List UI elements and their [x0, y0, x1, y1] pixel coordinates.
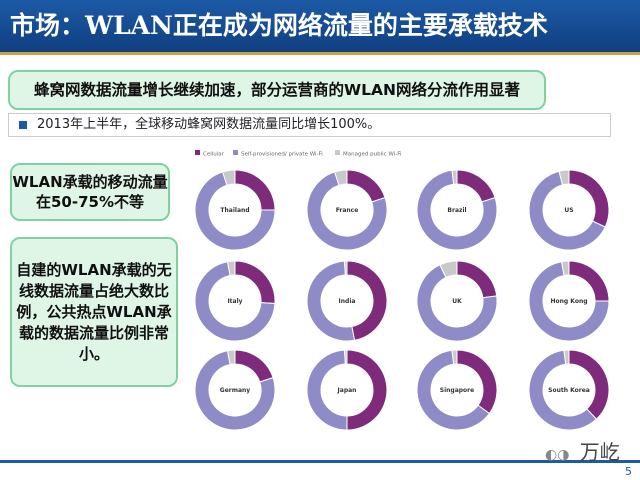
- donut-slice: [528, 170, 606, 251]
- donut-slice: [194, 171, 276, 251]
- legend-swatch: [233, 150, 238, 155]
- donut-slice: [528, 349, 598, 431]
- donut-slice: [439, 260, 458, 279]
- donut-slice: [334, 169, 348, 186]
- donut-slice: [560, 260, 570, 277]
- donut-slice: [343, 349, 348, 365]
- donut-slice: [568, 349, 610, 420]
- donut-slice: [568, 169, 610, 228]
- page-number: 5: [625, 465, 632, 478]
- donut-slice: [226, 260, 236, 277]
- logo: ◐◑ 万屹: [545, 436, 620, 465]
- donut-slice: [456, 349, 498, 415]
- country-label: Italy: [227, 298, 242, 305]
- country-label: UK: [452, 298, 462, 305]
- donut-slice: [306, 349, 348, 431]
- donut-slice: [343, 260, 348, 276]
- donut-slice: [451, 169, 458, 185]
- legend-label: Self-provisioned/ private Wi-Fi: [241, 152, 323, 158]
- donut-slice: [416, 349, 491, 431]
- donut-slice: [563, 349, 570, 365]
- legend-swatch: [335, 150, 340, 155]
- country-label: Germany: [220, 387, 251, 394]
- donut-chart-grid: Cellular Self-provisioned/ private Wi-Fi M…: [194, 150, 610, 431]
- square-bullet-icon: [19, 121, 27, 129]
- footer-divider: [0, 460, 640, 463]
- legend-swatch: [195, 150, 200, 155]
- donut-slice: [234, 169, 276, 211]
- wechat-icon: ◐◑: [545, 447, 570, 463]
- donut-slice: [306, 260, 356, 342]
- donut-slice: [194, 350, 276, 431]
- country-label: Singapore: [440, 387, 474, 394]
- note-box-1: WLAN承载的移动流量在50-75%不等: [10, 163, 170, 221]
- country-label: India: [339, 298, 356, 305]
- donut-slice: [306, 171, 388, 251]
- note-1-text: WLAN承载的移动流量在50-75%不等: [12, 173, 168, 211]
- donut-slice: [416, 264, 498, 342]
- legend-label: Managed public Wi-Fi: [343, 152, 402, 158]
- subline-box: 2013年上半年，全球移动蜂窝网数据流量同比增长100%。: [8, 113, 611, 137]
- donut-slice: [226, 349, 236, 366]
- subline-text: 2013年上半年，全球移动蜂窝网数据流量同比增长100%。: [37, 117, 381, 132]
- donut-slice: [416, 169, 498, 251]
- country-label: US: [564, 207, 573, 214]
- donut-slice: [346, 169, 386, 203]
- country-label: Japan: [337, 387, 357, 394]
- country-label: Brazil: [447, 207, 466, 214]
- country-label: Hong Kong: [550, 298, 587, 305]
- donut-slice: [456, 169, 496, 203]
- country-label: Thailand: [220, 207, 249, 214]
- country-label: France: [336, 207, 359, 214]
- slide-title: 市场：WLAN正在成为网络流量的主要承载技术: [0, 0, 640, 52]
- donut-slice: [558, 169, 570, 186]
- donut-slice: [528, 261, 610, 342]
- donut-slice: [234, 349, 274, 383]
- donut-slice: [568, 260, 610, 302]
- donut-slice: [456, 260, 498, 299]
- headline-box: 蜂窝网数据流量增长继续加速，部分运营商的WLAN网络分流作用显著: [8, 70, 546, 110]
- donut-slice: [451, 349, 458, 365]
- donut-slice: [222, 169, 236, 186]
- title-divider: [0, 52, 640, 55]
- note-box-2: 自建的WLAN承载的无线数据流量占绝大数比例，公共热点WLAN承载的数据流量比例…: [10, 237, 178, 387]
- legend-label: Cellular: [203, 152, 225, 158]
- note-2-text: 自建的WLAN承载的无线数据流量占绝大数比例，公共热点WLAN承载的数据流量比例…: [16, 260, 172, 363]
- donut-slice: [194, 261, 276, 342]
- country-label: South Korea: [548, 387, 590, 394]
- logo-text: 万屹: [579, 440, 620, 464]
